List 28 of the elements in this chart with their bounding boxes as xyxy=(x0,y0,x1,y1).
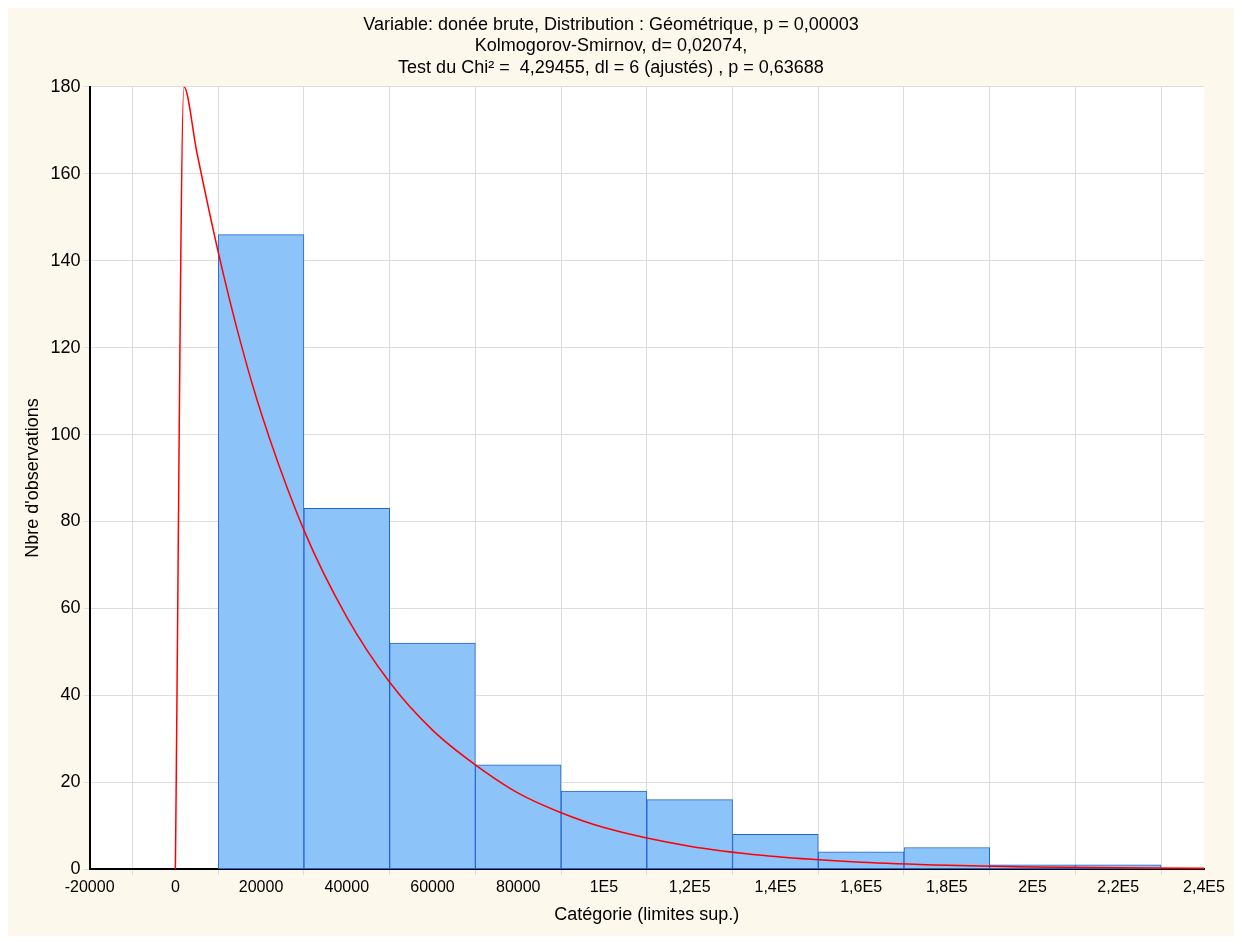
chart-subtitle: Kolmogorov-Smirnov, d= 0,02074, Test du Chi² = 4,29455, dl = 6 (ajustés) , p = 0,63688 xyxy=(398,35,824,77)
y-tick-label: 20 xyxy=(60,771,81,792)
y-tick-label: 180 xyxy=(50,75,81,96)
x-tick-label: -20000 xyxy=(64,878,115,896)
y-tick-label: 120 xyxy=(50,336,81,357)
x-tick-label: 80000 xyxy=(495,878,541,896)
x-tick-label: 2E5 xyxy=(1018,878,1047,896)
x-tick-label: 1,4E5 xyxy=(754,878,797,896)
y-tick-label: 0 xyxy=(70,858,81,879)
x-tick-label: 20000 xyxy=(238,878,284,896)
y-tick-label: 40 xyxy=(60,684,81,705)
x-tick-label: 2,4E5 xyxy=(1183,878,1226,896)
y-axis-title: Nbre d'observations xyxy=(21,398,42,558)
x-tick-label: 1,2E5 xyxy=(668,878,711,896)
x-tick-label: 0 xyxy=(170,878,180,896)
y-tick-label: 80 xyxy=(60,510,81,531)
chart-title: Variable: donée brute, Distribution : Géométrique, p = 0,00003 xyxy=(363,13,859,34)
x-axis-title: Catégorie (limites sup.) xyxy=(554,904,740,925)
x-tick-label: 40000 xyxy=(324,878,370,896)
y-tick-label: 60 xyxy=(60,597,81,618)
y-tick-label: 140 xyxy=(50,249,81,270)
y-tick-label: 160 xyxy=(50,162,81,183)
x-tick-label: 2,2E5 xyxy=(1097,878,1140,896)
x-tick-label: 1E5 xyxy=(589,878,619,896)
y-tick-label: 100 xyxy=(50,423,81,444)
x-tick-label: 1,6E5 xyxy=(840,878,883,896)
x-tick-label: 1,8E5 xyxy=(925,878,968,896)
x-tick-label: 60000 xyxy=(410,878,455,896)
